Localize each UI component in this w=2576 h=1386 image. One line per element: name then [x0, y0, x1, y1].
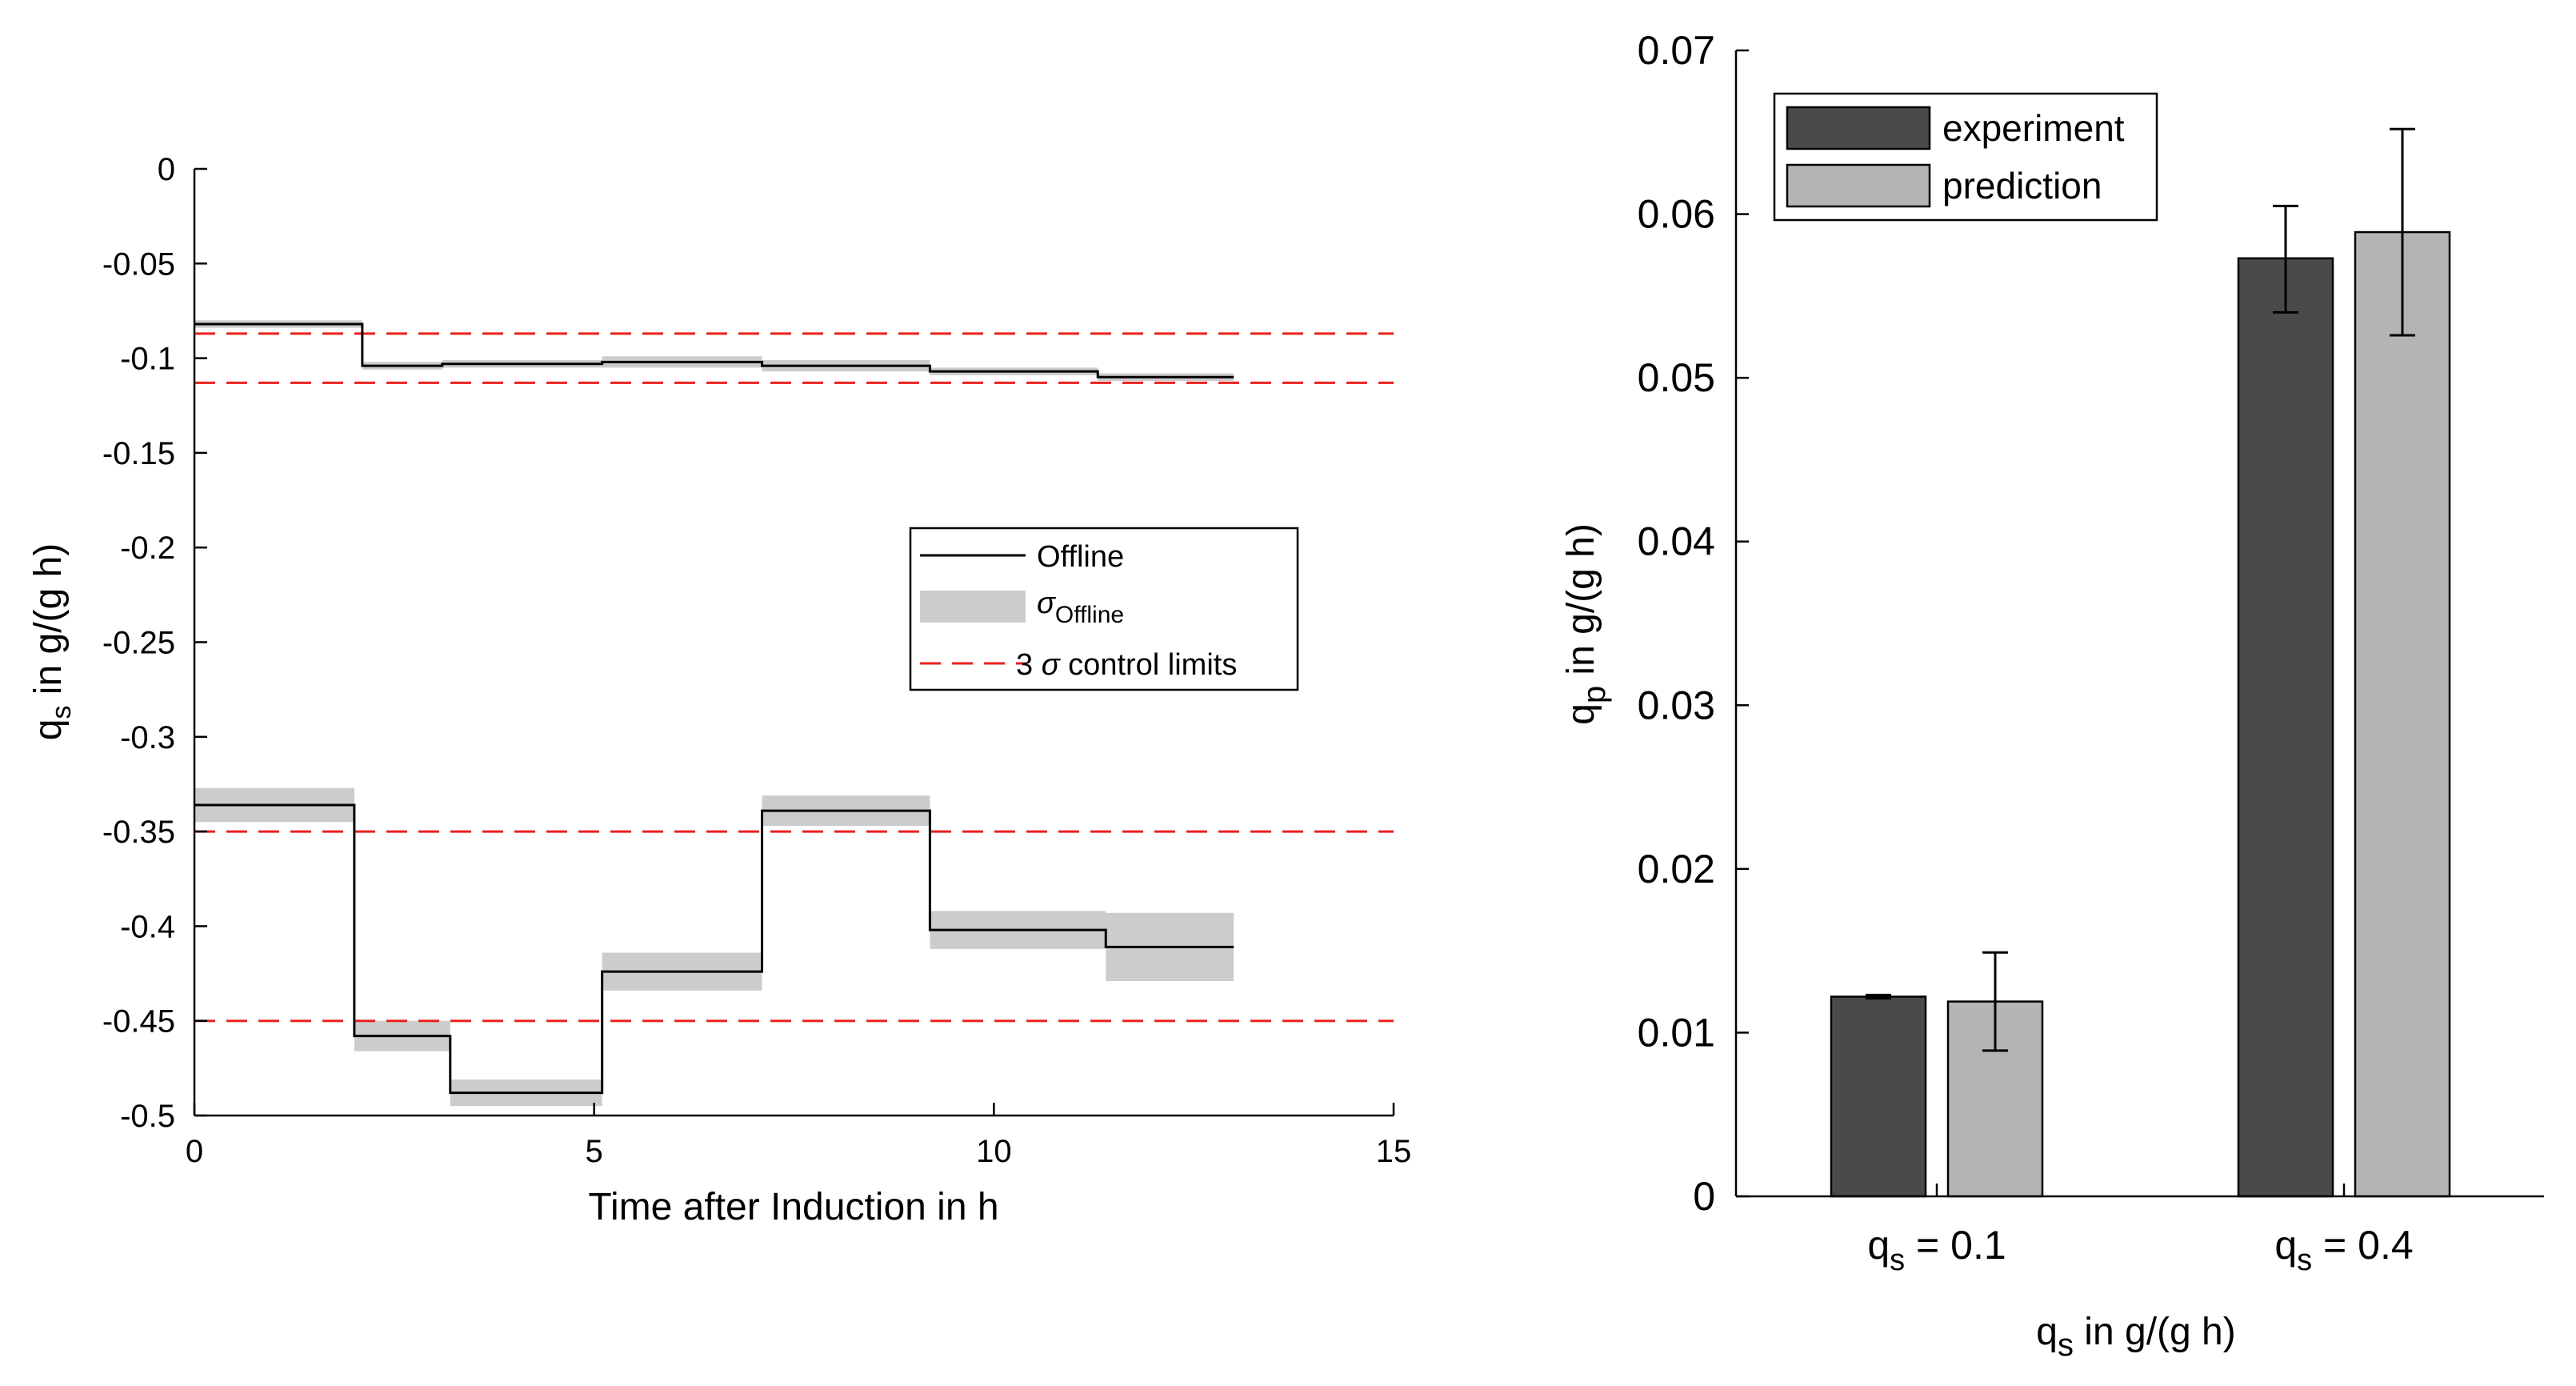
left-x-axis-title: Time after Induction in h: [588, 1186, 998, 1228]
bar-experiment-0: [1830, 995, 1927, 1198]
offline-series-0: [194, 322, 1234, 379]
left-y-tick-label-5: -0.25: [102, 626, 175, 661]
legend-sigma-swatch: [920, 591, 1026, 623]
legend-experiment-swatch: [1786, 106, 1931, 150]
right-y-ticks: 0 0.01 0.02 0.03 0.04 0.05 0.06 0.07: [1638, 28, 1749, 1219]
right-legend: experiment prediction: [1773, 92, 2158, 222]
left-y-tick-label-9: -0.45: [102, 1004, 175, 1040]
right-y-tick-label-1: 0.01: [1638, 1010, 1715, 1055]
left-x-tick-label-0: 0: [186, 1134, 203, 1169]
bar-prediction-1: [2354, 230, 2451, 1198]
legend-limits-label: 3 σ control limits: [1016, 648, 1237, 682]
left-y-tick-label-6: -0.3: [120, 720, 175, 755]
right-y-tick-label-2: 0.02: [1638, 847, 1715, 891]
right-y-tick-label-6: 0.06: [1638, 192, 1715, 237]
bar-experiment-1: [2237, 257, 2334, 1198]
left-x-tick-label-1: 5: [586, 1134, 603, 1169]
left-y-tick-label-8: -0.4: [120, 909, 175, 944]
left-y-tick-label-1: -0.05: [102, 246, 175, 282]
offline-series-1: [194, 803, 1234, 1095]
left-y-tick-label-4: -0.2: [120, 531, 175, 566]
right-chart: 00.010.020.030.040.050.060.07 qs = 0.1 qs…: [1560, 28, 2544, 1363]
left-y-axis-title: qs in g/(g h): [27, 543, 77, 740]
left-x-tick-label-2: 10: [976, 1134, 1012, 1169]
right-error-bars: [1866, 127, 2415, 1052]
left-y-tick-label-0: 0: [158, 152, 175, 187]
legend-sigma-label: σOffline: [1037, 587, 1124, 628]
right-y-tick-label-0: 0: [1693, 1174, 1715, 1219]
left-y-ticks: 0 -0.05 -0.1 -0.15 -0.2 -0.25 -0.3 -0.35 -0.4 -0.…: [102, 152, 207, 1134]
right-y-tick-label-5: 0.05: [1638, 355, 1715, 400]
right-x-tick-label-1: qs = 0.4: [2274, 1223, 2413, 1277]
legend-prediction-swatch: [1786, 163, 1931, 208]
right-x-tick-label-0: qs = 0.1: [1867, 1223, 2006, 1277]
left-legend: Offline σOffline 3 σ control limits: [909, 527, 1299, 691]
left-chart: 0 -0.05 -0.1 -0.15 -0.2 -0.25 -0.3 -0.35 -0.4 -0.…: [27, 152, 1411, 1228]
left-x-tick-label-3: 15: [1376, 1134, 1412, 1169]
legend-offline-label: Offline: [1037, 540, 1124, 574]
right-x-axis-title: qs in g/(g h): [2036, 1311, 2235, 1363]
left-y-tick-label-2: -0.1: [120, 342, 175, 377]
legend-experiment-label: experiment: [1942, 107, 2125, 149]
right-y-tick-label-3: 0.03: [1638, 683, 1715, 727]
right-y-tick-label-7: 0.07: [1638, 28, 1715, 73]
left-y-tick-label-3: -0.15: [102, 436, 175, 471]
left-x-ticks: 0 5 10 15: [186, 1103, 1411, 1169]
right-bars: [1830, 230, 2451, 1198]
left-y-tick-label-7: -0.35: [102, 815, 175, 850]
left-control-limits: [194, 332, 1394, 1023]
left-y-tick-label-10: -0.5: [120, 1099, 175, 1134]
right-x-ticks: qs = 0.1 qs = 0.4: [1867, 1184, 2414, 1277]
left-offline-lines: [194, 322, 1234, 1095]
right-y-tick-label-4: 0.04: [1638, 519, 1715, 564]
legend-prediction-label: prediction: [1942, 165, 2102, 206]
left-sigma-bands: [194, 320, 1234, 1107]
right-y-axis-title: qp in g/(g h): [1560, 523, 1612, 725]
